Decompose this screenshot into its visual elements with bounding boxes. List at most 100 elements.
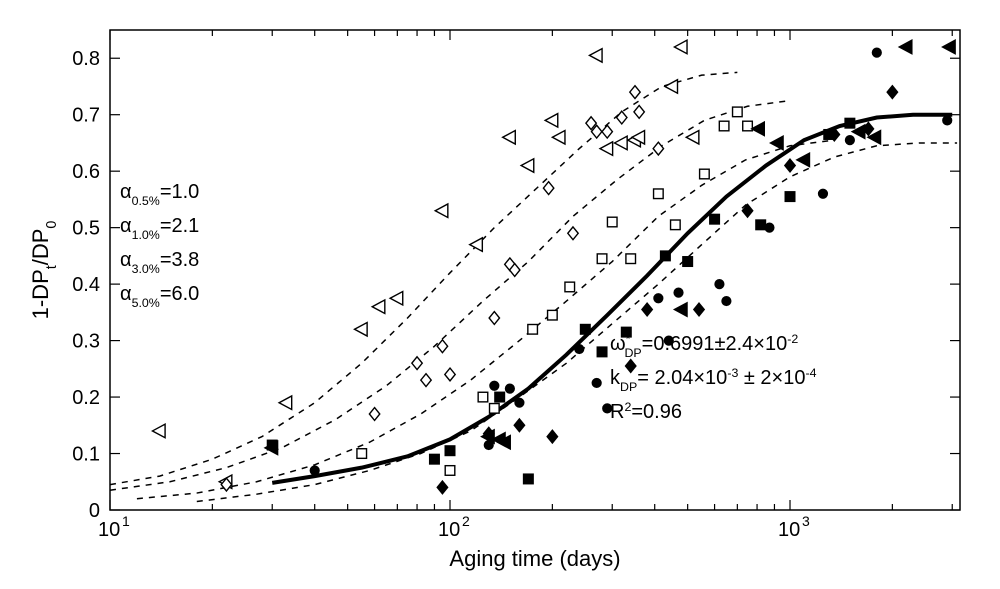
marker-triangle-left: [686, 131, 699, 145]
marker-diamond: [547, 430, 557, 443]
marker-circle: [654, 294, 663, 303]
marker-diamond: [437, 340, 447, 353]
marker-square: [683, 257, 693, 267]
marker-triangle-left: [279, 396, 292, 410]
marker-square: [607, 217, 617, 227]
marker-square: [445, 466, 455, 476]
marker-square: [495, 392, 505, 402]
marker-triangle-left: [470, 238, 483, 252]
x-tick-label: 10: [438, 519, 460, 541]
marker-diamond: [602, 125, 612, 138]
stats-annotation: kDP= 2.04×10-3 ± 2×10-4: [610, 366, 817, 394]
x-tick-label-exp: 2: [462, 513, 470, 529]
marker-diamond: [630, 86, 640, 99]
marker-diamond: [642, 303, 652, 316]
marker-square: [700, 169, 710, 179]
curve-main_solid: [272, 115, 952, 483]
marker-triangle-left: [600, 142, 613, 156]
marker-triangle-left: [355, 323, 368, 337]
marker-diamond: [785, 159, 795, 172]
marker-square: [478, 392, 488, 402]
curve-dash_2: [110, 101, 790, 491]
y-tick-label: 0: [89, 500, 100, 522]
x-axis-label: Aging time (days): [449, 546, 620, 571]
marker-diamond: [543, 182, 553, 195]
marker-circle: [310, 466, 319, 475]
y-tick-label: 0.1: [72, 444, 100, 466]
marker-triangle-left: [503, 131, 516, 145]
marker-square: [719, 121, 729, 131]
marker-triangle-left: [589, 49, 602, 63]
alpha-annotation: α1.0%=2.1: [120, 215, 199, 242]
marker-triangle-left: [797, 153, 810, 167]
chart-container: 101102103Aging time (days)00.10.20.30.40…: [0, 0, 1000, 589]
marker-square: [756, 220, 766, 230]
y-tick-label: 0.7: [72, 105, 100, 127]
marker-square: [785, 192, 795, 202]
marker-square: [490, 404, 500, 414]
y-tick-label: 0.3: [72, 331, 100, 353]
marker-triangle-left: [674, 303, 687, 317]
marker-circle: [575, 345, 584, 354]
marker-diamond: [514, 419, 524, 432]
marker-square: [743, 121, 753, 131]
marker-square: [445, 446, 455, 456]
stats-annotation: R2=0.96: [610, 400, 682, 423]
marker-square: [710, 214, 720, 224]
marker-triangle-left: [372, 300, 385, 314]
y-tick-label: 0.8: [72, 48, 100, 70]
marker-circle: [872, 48, 881, 57]
alpha-annotation: α3.0%=3.8: [120, 249, 199, 276]
marker-triangle-left: [943, 40, 956, 54]
marker-square: [733, 107, 743, 117]
marker-circle: [765, 223, 774, 232]
marker-triangle-left: [752, 122, 765, 136]
marker-circle: [715, 280, 724, 289]
marker-triangle-left: [152, 424, 165, 438]
svg-text:1-DPt/DP0: 1-DPt/DP0: [28, 221, 60, 320]
marker-triangle-left: [770, 136, 783, 150]
marker-triangle-left: [521, 159, 534, 173]
marker-diamond: [412, 357, 422, 370]
marker-circle: [515, 398, 524, 407]
alpha-annotation: α5.0%=6.0: [120, 283, 199, 310]
x-tick-label-exp: 3: [802, 513, 810, 529]
marker-triangle-left: [615, 136, 628, 150]
marker-triangle-left: [674, 40, 687, 54]
marker-triangle-left: [899, 40, 912, 54]
marker-circle: [674, 288, 683, 297]
marker-square: [597, 347, 607, 357]
marker-square: [661, 251, 671, 261]
marker-diamond: [634, 105, 644, 118]
marker-diamond: [653, 142, 663, 155]
marker-diamond: [421, 374, 431, 387]
marker-square: [671, 220, 681, 230]
x-tick-label: 10: [98, 519, 120, 541]
marker-circle: [505, 384, 514, 393]
marker-circle: [490, 381, 499, 390]
marker-diamond: [445, 368, 455, 381]
marker-circle: [943, 116, 952, 125]
marker-square: [357, 449, 367, 459]
marker-square: [524, 474, 534, 484]
marker-circle: [819, 189, 828, 198]
marker-circle: [592, 379, 601, 388]
y-tick-label: 0.4: [72, 274, 100, 296]
marker-diamond: [617, 111, 627, 124]
scatter-chart: 101102103Aging time (days)00.10.20.30.40…: [0, 0, 1000, 589]
marker-circle: [722, 297, 731, 306]
marker-diamond: [489, 312, 499, 325]
y-tick-label: 0.2: [72, 387, 100, 409]
curve-dash_4: [197, 143, 957, 502]
stats-annotation: ω*DP=0.6991±2.4×10-2: [610, 332, 798, 360]
marker-diamond: [694, 303, 704, 316]
marker-diamond: [568, 227, 578, 240]
marker-square: [845, 118, 855, 128]
marker-square: [597, 254, 607, 264]
marker-diamond: [437, 481, 447, 494]
y-tick-label: 0.6: [72, 161, 100, 183]
marker-square: [528, 324, 538, 334]
y-tick-label: 0.5: [72, 218, 100, 240]
y-axis-label: 1-DPt/DP0: [28, 221, 60, 320]
plot-frame: [110, 30, 960, 510]
